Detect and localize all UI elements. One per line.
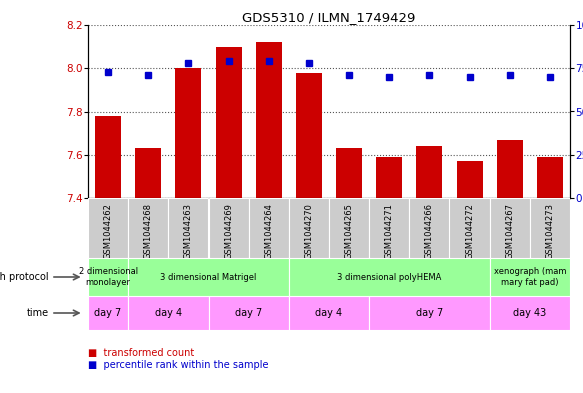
Bar [409, 198, 449, 258]
Bar [537, 157, 563, 198]
Text: xenograph (mam
mary fat pad): xenograph (mam mary fat pad) [494, 267, 566, 287]
Bar [289, 198, 329, 258]
Bar [88, 296, 128, 330]
Bar [95, 116, 121, 198]
Bar [376, 157, 402, 198]
Bar [497, 140, 523, 198]
Text: day 7: day 7 [235, 308, 262, 318]
Bar [216, 47, 241, 198]
Bar [209, 296, 289, 330]
Text: GSM1044270: GSM1044270 [304, 203, 314, 259]
Bar [490, 198, 530, 258]
Text: time: time [26, 308, 48, 318]
Bar [168, 198, 209, 258]
Bar [249, 198, 289, 258]
Title: GDS5310 / ILMN_1749429: GDS5310 / ILMN_1749429 [243, 11, 416, 24]
Text: GSM1044264: GSM1044264 [264, 203, 273, 259]
Bar [128, 258, 289, 296]
Text: GSM1044268: GSM1044268 [144, 203, 153, 259]
Bar [296, 73, 322, 198]
Text: day 7: day 7 [416, 308, 443, 318]
Bar [289, 296, 369, 330]
Bar [336, 148, 362, 198]
Bar [449, 198, 490, 258]
Text: GSM1044272: GSM1044272 [465, 203, 474, 259]
Bar [289, 258, 490, 296]
Text: ■  percentile rank within the sample: ■ percentile rank within the sample [88, 360, 269, 369]
Text: GSM1044263: GSM1044263 [184, 203, 193, 259]
Text: GSM1044262: GSM1044262 [104, 203, 113, 259]
Text: GSM1044269: GSM1044269 [224, 203, 233, 259]
Bar [256, 42, 282, 198]
Bar [88, 258, 128, 296]
Bar [490, 258, 570, 296]
Bar [490, 296, 570, 330]
Text: 2 dimensional
monolayer: 2 dimensional monolayer [79, 267, 138, 287]
Text: growth protocol: growth protocol [0, 272, 48, 282]
Bar [175, 68, 202, 198]
Bar [88, 198, 128, 258]
Text: day 43: day 43 [513, 308, 546, 318]
Text: GSM1044271: GSM1044271 [385, 203, 394, 259]
Text: GSM1044266: GSM1044266 [425, 203, 434, 259]
Text: GSM1044265: GSM1044265 [345, 203, 353, 259]
Text: GSM1044273: GSM1044273 [546, 203, 554, 259]
Text: day 4: day 4 [154, 308, 182, 318]
Text: GSM1044267: GSM1044267 [505, 203, 514, 259]
Bar [456, 161, 483, 198]
Text: day 7: day 7 [94, 308, 122, 318]
Bar [369, 198, 409, 258]
Text: 3 dimensional Matrigel: 3 dimensional Matrigel [160, 272, 257, 281]
Bar [128, 198, 168, 258]
Bar [128, 296, 209, 330]
Text: day 4: day 4 [315, 308, 343, 318]
Bar [209, 198, 249, 258]
Bar [369, 296, 490, 330]
Bar [135, 148, 161, 198]
Bar [329, 198, 369, 258]
Bar [416, 146, 442, 198]
Text: ■  transformed count: ■ transformed count [88, 348, 194, 358]
Text: 3 dimensional polyHEMA: 3 dimensional polyHEMA [337, 272, 441, 281]
Bar [530, 198, 570, 258]
